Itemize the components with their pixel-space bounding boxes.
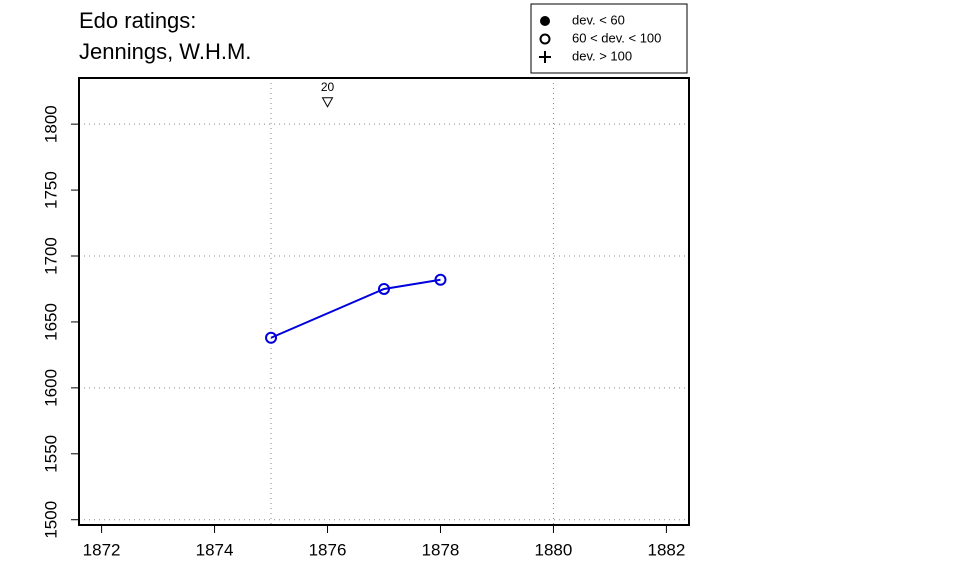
y-tick-label: 1800 — [41, 105, 60, 143]
x-tick-label: 1874 — [196, 540, 234, 559]
legend-marker — [540, 16, 550, 26]
x-tick-label: 1880 — [535, 540, 573, 559]
legend-label: dev. > 100 — [572, 48, 632, 63]
annotation-label: 20 — [321, 80, 335, 94]
x-tick-label: 1882 — [647, 540, 685, 559]
chart-title: Jennings, W.H.M. — [79, 39, 251, 64]
y-tick-label: 1650 — [41, 303, 60, 341]
legend-marker — [539, 33, 551, 45]
chart-title: Edo ratings: — [79, 8, 196, 33]
y-tick-label: 1700 — [41, 237, 60, 275]
legend-marker — [539, 51, 551, 63]
x-tick-label: 1876 — [309, 540, 347, 559]
point — [434, 273, 447, 286]
y-tick-label: 1750 — [41, 171, 60, 209]
y-tick-label: 1550 — [41, 435, 60, 473]
plot-frame — [78, 77, 690, 526]
legend-label: dev. < 60 — [572, 12, 625, 27]
point — [265, 331, 278, 344]
y-tick-label: 1600 — [41, 369, 60, 407]
point — [378, 282, 390, 295]
line — [270, 278, 441, 339]
y-tick-label: 1500 — [41, 501, 60, 539]
legend-label: 60 < dev. < 100 — [572, 30, 661, 45]
legend-box — [530, 3, 688, 74]
x-tick-label: 1872 — [83, 540, 121, 559]
x-tick-label: 1878 — [422, 540, 460, 559]
annotation-marker — [321, 97, 334, 108]
